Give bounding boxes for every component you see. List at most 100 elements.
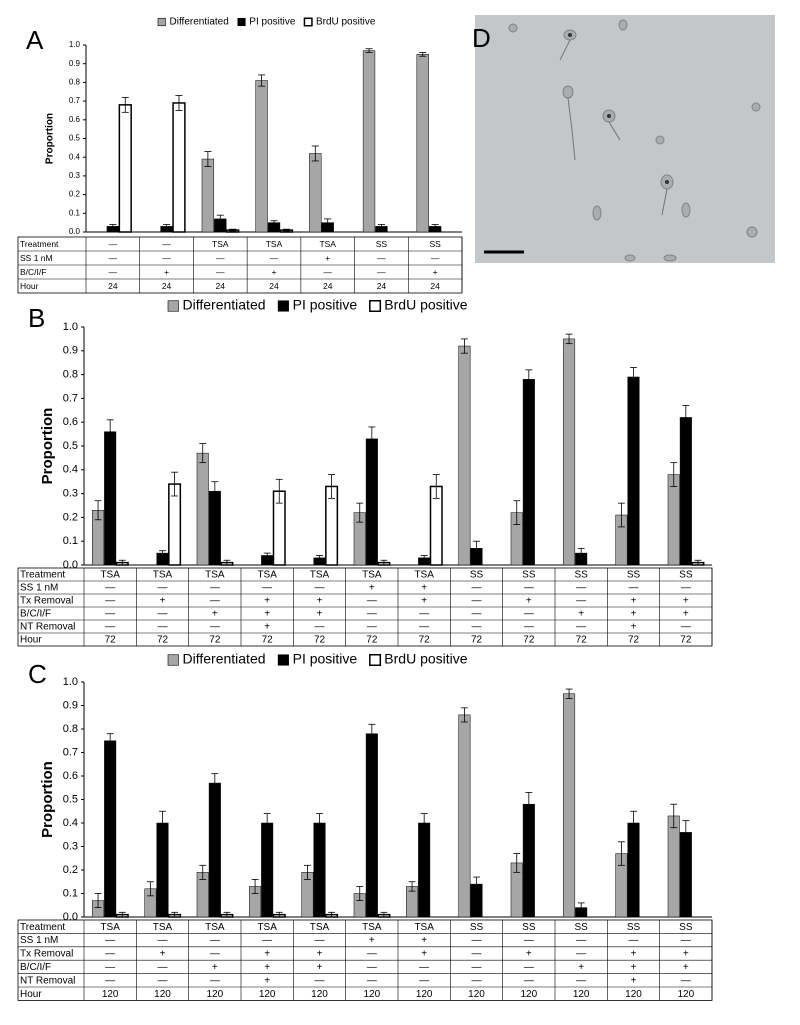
process <box>661 188 668 216</box>
table-cell: — <box>576 583 586 594</box>
error-bar <box>223 559 231 566</box>
table-cell: TSA <box>362 922 382 933</box>
table-cell: + <box>631 596 637 607</box>
error-bar <box>356 886 364 901</box>
table-row-label: B/C/I/F <box>20 962 51 973</box>
bar <box>667 474 680 566</box>
error-bar <box>199 864 207 880</box>
table-cell: — <box>524 935 534 946</box>
legend-label: BrdU positive <box>316 17 376 28</box>
table-cell: — <box>419 609 429 620</box>
table-cell: — <box>216 267 225 277</box>
table-cell: + <box>264 609 270 620</box>
error-bar <box>275 911 283 918</box>
table-cell: — <box>419 975 429 986</box>
bar <box>563 693 576 918</box>
table-cell: + <box>683 609 689 620</box>
bar <box>458 714 471 918</box>
error-bar <box>106 419 114 445</box>
table-cell: — <box>109 253 118 263</box>
table-cell: — <box>162 239 171 249</box>
legend-swatch <box>369 300 382 312</box>
table-cell: — <box>210 949 220 960</box>
table-cell: — <box>158 962 168 973</box>
y-tick-label: 0.5 <box>69 134 81 143</box>
error-bar <box>118 911 126 918</box>
table-cell: — <box>472 949 482 960</box>
table-cell: — <box>105 949 115 960</box>
cell-processes <box>559 39 668 216</box>
bar <box>522 379 535 566</box>
table-cell: + <box>421 583 427 594</box>
error-bar <box>368 426 376 452</box>
table-row-label: SS 1 nM <box>20 935 58 946</box>
table-cell: TSA <box>266 239 283 249</box>
table-cell: 24 <box>216 281 226 291</box>
table-cell: 120 <box>520 989 537 1000</box>
error-bar <box>229 228 237 232</box>
error-bar <box>460 338 468 354</box>
y-tick-label: 0.9 <box>63 699 78 711</box>
error-bar <box>682 405 690 430</box>
table-cell: 24 <box>108 281 118 291</box>
table-cell: — <box>270 253 279 263</box>
error-bar <box>94 500 102 521</box>
table-cell: — <box>367 949 377 960</box>
table-cell: TSA <box>362 570 382 581</box>
table-row-label: Tx Removal <box>20 596 73 607</box>
y-axis-label: Proportion <box>45 113 56 164</box>
error-bar <box>577 547 585 559</box>
table-cell: + <box>578 609 584 620</box>
legend-swatch <box>277 654 289 666</box>
legend-label: Differentiated <box>170 17 229 28</box>
table-cell: TSA <box>100 570 120 581</box>
table-cell: 72 <box>314 635 326 646</box>
table-cell: + <box>264 622 270 633</box>
error-bar <box>670 462 678 487</box>
error-bar <box>204 151 212 167</box>
bar <box>104 740 117 918</box>
table-cell: + <box>433 267 438 277</box>
error-bar <box>303 864 311 880</box>
error-bar <box>565 688 573 699</box>
error-bar <box>109 224 117 229</box>
condition-table: Treatment — — TSA TSA TSA SS SS SS 1 nM — — — — + — — B/… <box>17 236 463 294</box>
table-row-label: B/C/I/F <box>20 609 51 620</box>
table-cell: — <box>158 975 168 986</box>
y-tick-label: 0.4 <box>69 152 81 161</box>
y-tick-label: 0.6 <box>63 770 78 782</box>
table-cell: SS <box>429 239 441 249</box>
table-cell: 72 <box>157 635 169 646</box>
table-cell: + <box>325 253 330 263</box>
error-bar <box>617 502 625 528</box>
error-bar <box>311 145 319 162</box>
error-bar <box>275 478 283 504</box>
table-cell: 72 <box>576 635 588 646</box>
table-cell: — <box>524 975 534 986</box>
legend-label: PI positive <box>293 297 358 313</box>
table-cell: 72 <box>680 635 692 646</box>
cell <box>663 254 677 262</box>
table-cell: + <box>421 949 427 960</box>
bar <box>416 54 429 233</box>
error-bar <box>630 367 637 387</box>
error-bar <box>670 803 678 829</box>
table-cell: + <box>631 962 637 973</box>
panel-letter: A <box>26 25 44 55</box>
table-cell: 72 <box>419 635 431 646</box>
table-cell: 72 <box>366 635 378 646</box>
table-cell: 120 <box>311 989 328 1000</box>
bar <box>522 803 535 918</box>
error-bar <box>356 502 364 523</box>
table-row-label: NT Removal <box>20 622 75 633</box>
bar <box>458 345 471 566</box>
y-tick-label: 0.7 <box>69 96 81 105</box>
bar <box>365 438 378 566</box>
table-cell: 120 <box>416 989 433 1000</box>
nucleus <box>665 180 669 184</box>
table-cell: — <box>210 622 220 633</box>
error-bar <box>380 559 388 566</box>
error-bar <box>324 218 332 227</box>
table-cell: — <box>315 935 325 946</box>
error-bar <box>282 228 290 232</box>
